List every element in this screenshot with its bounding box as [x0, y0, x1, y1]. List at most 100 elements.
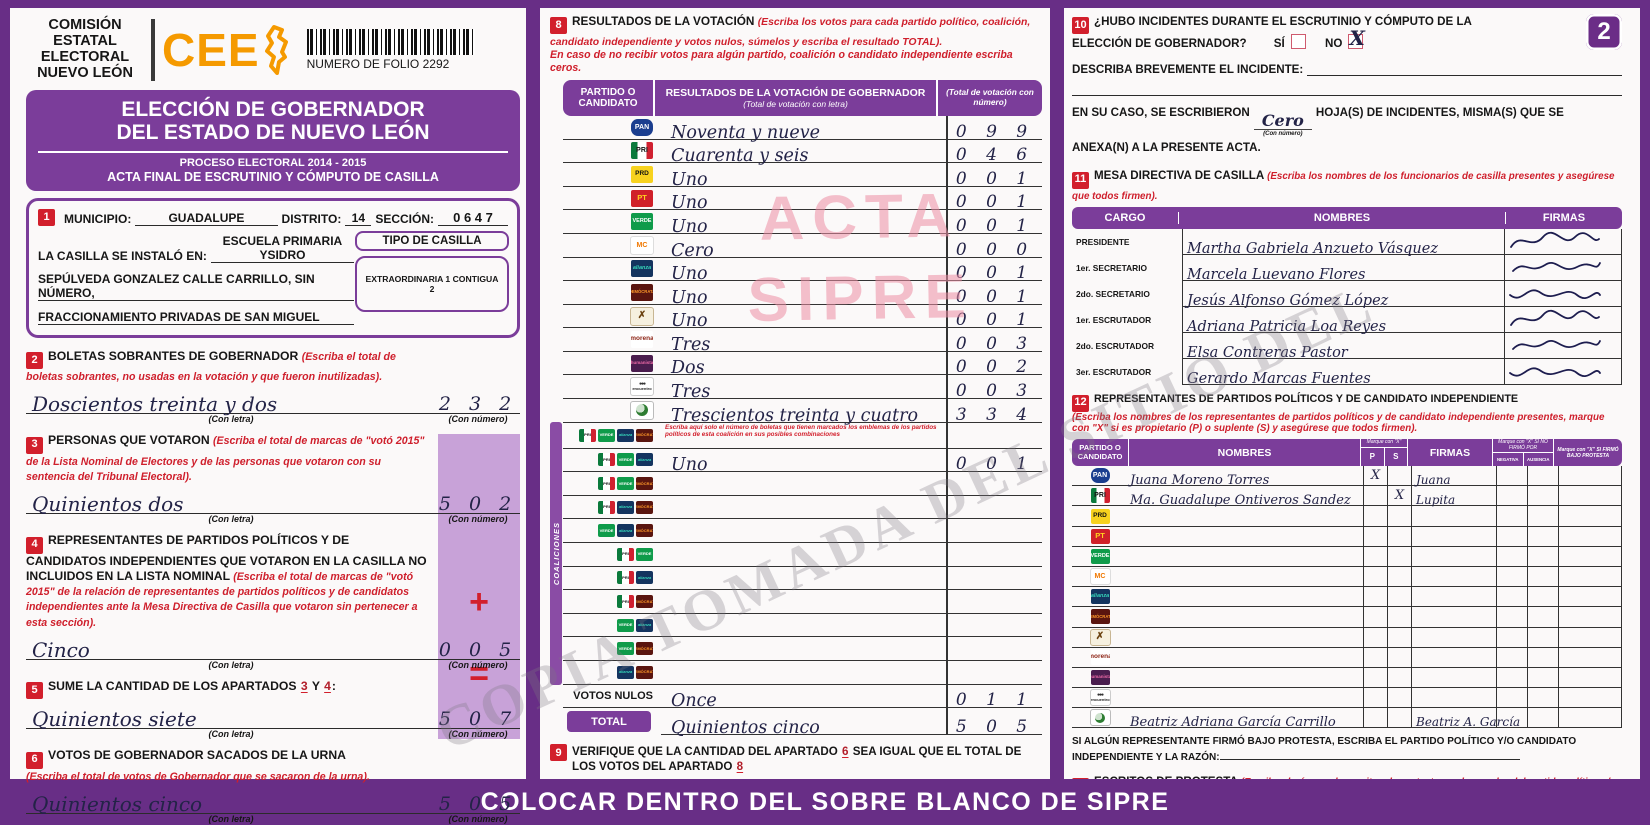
section-4-title: REPRESENTANTES DE PARTIDOS POLÍTICOS Y D…: [26, 533, 427, 583]
results-party-cell: DEMÓCRATA: [563, 281, 661, 305]
signature-scribble: [1509, 289, 1601, 300]
results-letra-cell: [661, 661, 946, 685]
title-separator: [38, 150, 508, 153]
party-logo-pan: PAN: [631, 118, 653, 136]
col-partido-header: PARTIDO O CANDIDATO: [1077, 443, 1123, 461]
party-logo-es-text: encuentro: [1090, 697, 1110, 703]
rep-row-cc: ✗: [1072, 627, 1622, 648]
results-letra-cell: [661, 614, 946, 638]
results-party-cell: alianzaDEMÓCRATA: [563, 661, 661, 685]
rep-protesta-cell: [1558, 607, 1622, 628]
firma-cell: [1504, 281, 1622, 308]
nombre-cell: Elsa Contreras Pastor: [1182, 333, 1504, 361]
results-row-pt: PT Uno 0 0 1: [563, 186, 1042, 214]
party-logo-verde: VERDE: [617, 618, 634, 632]
results-numero-cell: [946, 613, 1042, 638]
si-label: SÍ: [1273, 36, 1285, 50]
apartado-ref-8: 8: [736, 760, 744, 774]
rep-nombre-cell: Juana Moreno Torres: [1128, 466, 1363, 488]
rep-party-cell: VERDE: [1072, 547, 1128, 567]
mesa-row-6: 3er. ESCRUTADOR Gerardo Marcas Fuentes: [1072, 359, 1622, 387]
votos-nulos-letra: Once: [661, 685, 946, 711]
results-numero-cell: 0 0 1: [946, 448, 1042, 475]
protest-note-line1: SI ALGÚN REPRESENTANTE FIRMÓ BAJO PROTES…: [1072, 736, 1577, 748]
results-party-cell: PRIVERDEalianzaDEMÓCRATA: [563, 423, 661, 449]
org-line: ESTATAL: [53, 32, 117, 49]
handwritten-letra: Uno: [671, 264, 708, 285]
rep-row-prd: PRD: [1072, 506, 1622, 527]
coalition-row-2: PRIVERDEDEMÓCRATA: [563, 472, 1042, 496]
cargo-cell: 2do. SECRETARIO: [1076, 289, 1150, 300]
results-numero-cell: 3 3 4: [946, 399, 1042, 425]
party-logo-na: alianza: [617, 665, 634, 679]
col-p-header: P: [1369, 452, 1375, 462]
sum-strip: + =: [438, 433, 520, 739]
handwritten-letra: Uno: [671, 455, 708, 476]
total-row: TOTAL Quinientos cinco 5 0 5: [563, 708, 1042, 738]
results-numero-cell: [946, 637, 1042, 662]
handwritten-nombre: Jesús Alfonso Gómez López: [1187, 293, 1389, 310]
cargo-cell: 3er. ESCRUTADOR: [1076, 367, 1152, 378]
instalado-label: LA CASILLA SE INSTALÓ EN:: [38, 248, 207, 263]
party-logo-mc: MC: [630, 235, 654, 255]
results-row-pd: DEMÓCRATA Uno 0 0 1: [563, 281, 1042, 308]
party-logo-verde: VERDE: [631, 213, 653, 231]
results-numero-cell: [946, 422, 1042, 449]
section-2-instructions: (Escriba el total de boletas sobrantes, …: [26, 350, 396, 384]
rep-protesta-cell: [1558, 566, 1622, 588]
section-number-badge: 10: [1072, 16, 1089, 34]
seccion-label: SECCIÓN:: [375, 211, 434, 226]
nombre-cell: Martha Gabriela Anzueto Vásquez: [1182, 229, 1504, 257]
rep-ausencia-cell: [1527, 647, 1558, 668]
party-logo-pri: PRI: [598, 477, 615, 491]
party-logo-pri: PRI: [598, 500, 615, 514]
numero-box: 5 0 2: [436, 486, 520, 515]
rep-ausencia-cell: [1527, 688, 1558, 709]
rep-row-indep: Beatriz Adriana García Carrillo Beatriz A…: [1072, 708, 1622, 730]
votos-nulos-numero: 0 1 1: [946, 684, 1042, 711]
rep-party-cell: morena: [1072, 648, 1128, 668]
rep-nombre-cell: [1128, 587, 1363, 608]
rep-suplente-cell: [1387, 667, 1411, 689]
org-line: COMISIÓN: [48, 17, 122, 33]
results-numero-cell: 0 9 9: [946, 115, 1042, 142]
coalition-row-10: alianzaDEMÓCRATA: [563, 661, 1042, 685]
party-logo-pri: PRI: [631, 142, 653, 160]
hojas-value-block: Cero (Con número): [1253, 112, 1312, 140]
handwritten-letra: Uno: [671, 193, 708, 214]
results-party-cell: VERDEDEMÓCRATA: [563, 637, 661, 662]
results-party-cell: PRI VERDE alianza: [563, 449, 661, 473]
section-12-header: 12 REPRESENTANTES DE PARTIDOS POLÍTICOS Y…: [1072, 393, 1622, 435]
party-logo-indep: [1089, 709, 1111, 727]
nombre-cell: Adriana Patricia Loa Reyes: [1182, 307, 1504, 335]
handwritten-numero: 0 0 3: [955, 381, 1035, 402]
party-logo-pri: PRI: [617, 571, 634, 585]
rep-propietario-cell: X: [1363, 466, 1387, 487]
results-row-indep: Trescientos treinta y cuatro 3 3 4: [563, 399, 1042, 426]
results-numero-cell: 0 0 1: [946, 281, 1042, 307]
rep-suplente-cell: [1387, 466, 1411, 487]
handwritten-numero: 0 0 1: [955, 454, 1035, 475]
results-numero-cell: [946, 495, 1042, 520]
party-logo-morena: morena: [1090, 649, 1110, 665]
rep-negativa-cell: [1496, 566, 1527, 588]
handwritten-numero: 0 0 1: [955, 168, 1035, 189]
rep-firma-cell: [1411, 546, 1496, 567]
rep-protesta-cell: [1558, 627, 1622, 648]
handwritten-numero: 0 0 1: [955, 310, 1035, 331]
handwritten-numero: 0 1 1: [955, 690, 1035, 711]
col-letra-header: RESULTADOS DE LA VOTACIÓN DE GOBERNADOR(…: [653, 79, 936, 116]
col-partido-header: PARTIDO O CANDIDATO: [563, 79, 653, 116]
firma-cell: [1504, 359, 1622, 386]
party-logo-pt: PT: [631, 189, 653, 207]
handwritten-firma: Beatriz A. García: [1416, 715, 1521, 730]
signature-scribble: [1509, 367, 1601, 378]
results-letra-cell: Uno: [661, 281, 946, 308]
col-numero-header: (Total de votación con número): [936, 79, 1042, 116]
results-letra-cell: [661, 519, 946, 544]
column-divider-left: [526, 8, 540, 779]
protest-blank-line: [1219, 749, 1520, 761]
section-9-verifique: 9 VERIFIQUE QUE LA CANTIDAD DEL APARTADO …: [550, 744, 1042, 774]
rep-nombre-cell: [1128, 688, 1363, 709]
footer-bar-text: COLOCAR DENTRO DEL SOBRE BLANCO DE SIPRE: [480, 787, 1170, 816]
